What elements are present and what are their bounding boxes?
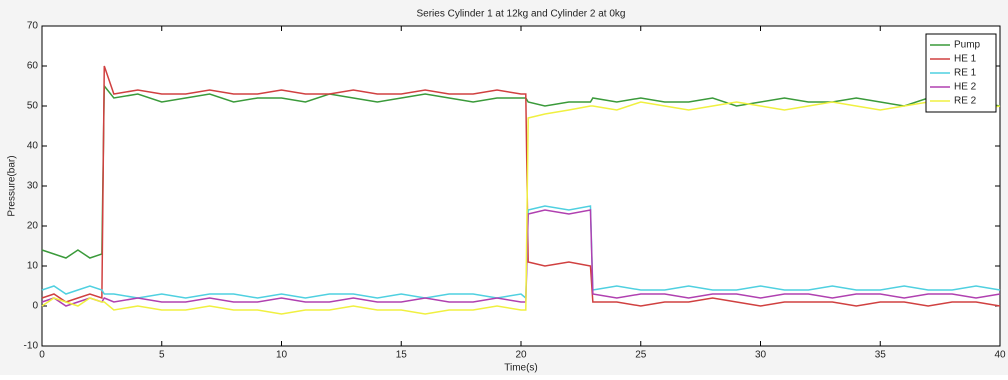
y-tick-label: 30 [27, 181, 39, 192]
x-axis-label: Time(s) [504, 363, 538, 374]
x-tick-label: 20 [515, 350, 527, 361]
x-tick-label: 10 [276, 350, 288, 361]
chart-title: Series Cylinder 1 at 12kg and Cylinder 2… [416, 9, 625, 20]
y-tick-label: 40 [27, 141, 39, 152]
legend-label: RE 2 [954, 96, 977, 107]
x-tick-label: 5 [159, 350, 165, 361]
x-tick-label: 40 [994, 350, 1006, 361]
y-axis-label: Pressure(bar) [7, 155, 18, 216]
plot-area [41, 25, 1001, 347]
y-tick-label: 0 [32, 301, 38, 312]
series-line [41, 101, 1001, 315]
y-tick-label: 60 [27, 61, 39, 72]
legend-label: HE 2 [954, 82, 977, 93]
legend-label: Pump [954, 40, 981, 51]
series-line [41, 65, 1001, 307]
y-tick-label: 20 [27, 221, 39, 232]
series-line [41, 205, 1001, 300]
legend-label: HE 1 [954, 54, 977, 65]
x-tick-label: 15 [396, 350, 408, 361]
series-line [41, 83, 1001, 259]
y-tick-label: 50 [27, 101, 39, 112]
x-tick-label: 30 [755, 350, 767, 361]
x-tick-label: 25 [635, 350, 647, 361]
x-tick-label: 35 [875, 350, 887, 361]
x-tick-label: 0 [39, 350, 45, 361]
y-tick-label: 10 [27, 261, 39, 272]
legend-label: RE 1 [954, 68, 977, 79]
series-line [41, 209, 1001, 307]
y-tick-label: -10 [24, 341, 39, 352]
y-tick-label: 70 [27, 21, 39, 32]
